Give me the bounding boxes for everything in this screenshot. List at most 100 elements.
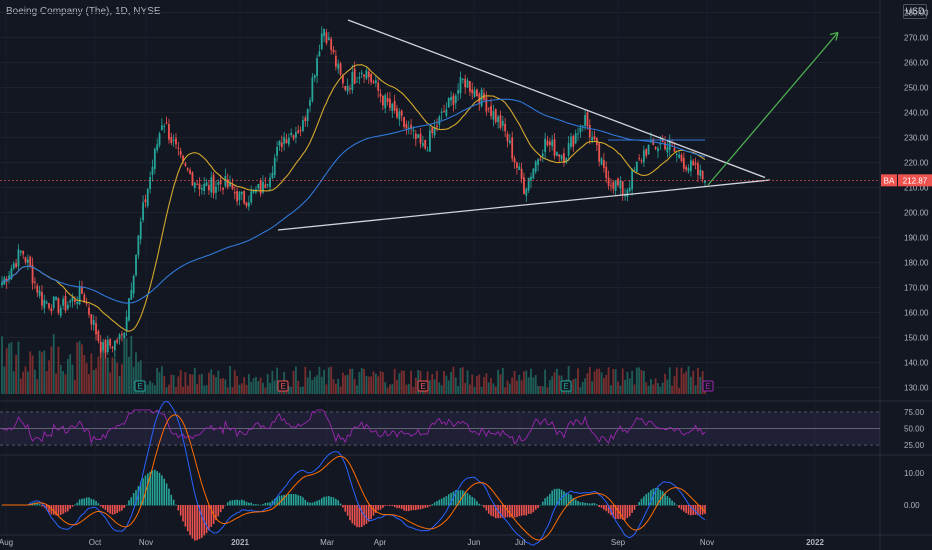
candle-body: [421, 143, 424, 146]
macd-histogram-bar: [102, 504, 104, 509]
candle-body: [621, 181, 624, 195]
candle-body: [351, 72, 354, 91]
macd-histogram-bar: [104, 504, 107, 510]
candle-body: [553, 138, 556, 156]
macd-histogram-bar: [424, 504, 427, 508]
volume-bar: [499, 374, 502, 394]
candle-body: [182, 155, 184, 162]
volume-bar: [461, 367, 464, 394]
candle-body: [614, 180, 617, 191]
currency-button[interactable]: USD: [903, 4, 927, 19]
macd-histogram-bar: [367, 504, 370, 522]
macd-histogram-bar: [478, 503, 481, 506]
volume-bar: [198, 374, 201, 394]
macd-histogram-bar: [412, 504, 415, 511]
volume-bar: [539, 386, 542, 394]
volume-bar: [553, 372, 556, 394]
macd-histogram-bar: [316, 500, 318, 506]
macd-histogram-bar: [365, 504, 368, 524]
macd-histogram-bar: [349, 504, 351, 521]
candle-body: [520, 168, 523, 179]
macd-histogram-bar: [480, 504, 483, 506]
volume-bar: [642, 370, 645, 394]
macd-histogram-bar: [393, 504, 396, 507]
volume-bar: [116, 362, 119, 394]
macd-histogram-bar: [111, 504, 114, 515]
macd-histogram-bar: [353, 504, 356, 526]
volume-bar: [682, 373, 685, 394]
macd-histogram-bar: [125, 504, 128, 506]
macd-histogram-bar: [328, 496, 330, 506]
macd-histogram-bar: [175, 504, 177, 506]
volume-bar: [668, 367, 671, 394]
volume-bar: [153, 385, 156, 394]
volume-bar: [541, 386, 544, 394]
candle-body: [330, 38, 333, 51]
candle-body: [165, 122, 168, 124]
candle-body: [555, 151, 558, 156]
candle-body: [24, 257, 27, 263]
candle-body: [697, 163, 699, 175]
macd-histogram-bar: [81, 498, 83, 506]
candle-body: [247, 202, 250, 207]
candle-body: [339, 63, 342, 75]
volume-bar: [113, 358, 116, 394]
volume-bar: [349, 368, 351, 394]
volume-bar: [31, 355, 34, 394]
volume-bar: [210, 369, 213, 394]
candle-body: [527, 177, 530, 191]
candle-body: [572, 135, 575, 147]
candle-body: [71, 296, 74, 302]
macd-histogram-bar: [233, 499, 236, 506]
volume-bar: [236, 376, 239, 394]
macd-histogram-bar: [628, 504, 631, 517]
volume-bar: [344, 375, 347, 394]
macd-histogram-bar: [62, 504, 64, 514]
volume-bar: [177, 376, 180, 394]
volume-bar: [233, 370, 236, 394]
volume-bar: [518, 374, 521, 394]
projection-arrowhead: [829, 31, 839, 41]
candle-body: [290, 132, 293, 136]
candle-body: [113, 340, 116, 351]
macd-histogram-bar: [85, 497, 88, 506]
candle-body: [132, 276, 135, 294]
volume-bar: [468, 384, 471, 394]
macd-histogram-bar: [673, 502, 676, 506]
earnings-marker: [560, 380, 572, 392]
volume-bar: [26, 371, 29, 394]
price-tick-label: 160.00: [904, 309, 929, 318]
candle-body: [478, 93, 481, 104]
rsi-tick-label: 75.00: [904, 408, 925, 417]
candle-body: [41, 292, 43, 306]
candle-body: [95, 323, 97, 335]
macd-histogram-bar: [494, 504, 497, 519]
volume-bar: [102, 346, 105, 394]
candle-body: [137, 235, 140, 256]
candle-body: [525, 188, 528, 196]
candle-body: [26, 259, 29, 263]
macd-histogram-bar: [344, 504, 347, 512]
macd-histogram-bar: [149, 471, 151, 506]
volume-bar: [372, 371, 375, 394]
candle-body: [236, 191, 239, 202]
candle-body: [349, 88, 351, 90]
candle-body: [680, 154, 683, 162]
macd-histogram-bar: [593, 503, 596, 506]
volume-bar: [302, 386, 304, 394]
candle-body: [316, 58, 318, 77]
candle-body: [511, 137, 514, 159]
macd-histogram-bar: [541, 501, 544, 506]
volume-bar: [497, 369, 499, 394]
volume-bar: [628, 378, 631, 394]
macd-histogram-bar: [215, 504, 217, 521]
volume-bar: [537, 385, 539, 394]
macd-histogram-bar: [318, 499, 321, 506]
candle-body: [379, 93, 382, 97]
volume-bar: [128, 356, 130, 394]
volume-bar: [55, 373, 57, 394]
volume-bar: [356, 385, 358, 394]
candle-body: [398, 111, 401, 120]
macd-histogram-bar: [636, 504, 638, 506]
